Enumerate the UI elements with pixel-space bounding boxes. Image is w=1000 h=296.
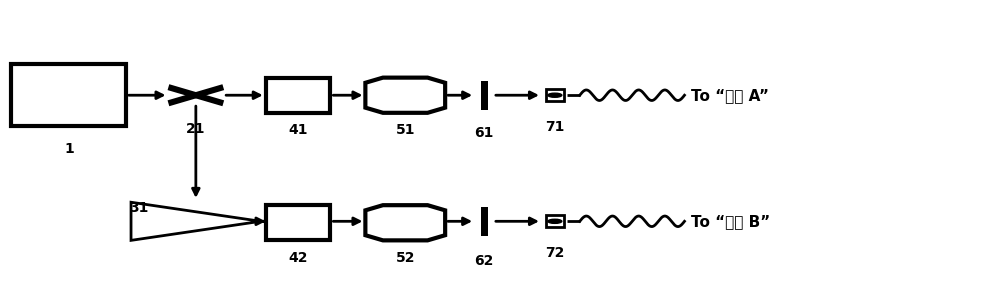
Text: 21: 21 <box>186 122 206 136</box>
Text: 71: 71 <box>545 120 565 134</box>
Bar <box>546 89 564 101</box>
Text: 62: 62 <box>474 254 494 268</box>
Text: 31: 31 <box>130 201 149 215</box>
Text: 72: 72 <box>545 246 565 260</box>
Bar <box>546 215 564 227</box>
Text: 61: 61 <box>474 126 494 140</box>
Circle shape <box>548 219 562 223</box>
Bar <box>266 78 330 113</box>
Polygon shape <box>365 205 445 240</box>
Bar <box>11 65 126 126</box>
Text: 42: 42 <box>289 251 308 265</box>
Circle shape <box>548 93 562 97</box>
Text: 41: 41 <box>289 123 308 137</box>
Bar <box>481 207 488 236</box>
Polygon shape <box>365 78 445 113</box>
Text: 52: 52 <box>396 251 415 265</box>
Text: To “激光 B”: To “激光 B” <box>691 214 771 229</box>
Bar <box>266 205 330 240</box>
Text: 1: 1 <box>64 142 74 156</box>
Text: 51: 51 <box>396 123 415 137</box>
Text: To “激光 A”: To “激光 A” <box>691 88 769 103</box>
Bar <box>481 81 488 110</box>
Polygon shape <box>131 202 261 240</box>
